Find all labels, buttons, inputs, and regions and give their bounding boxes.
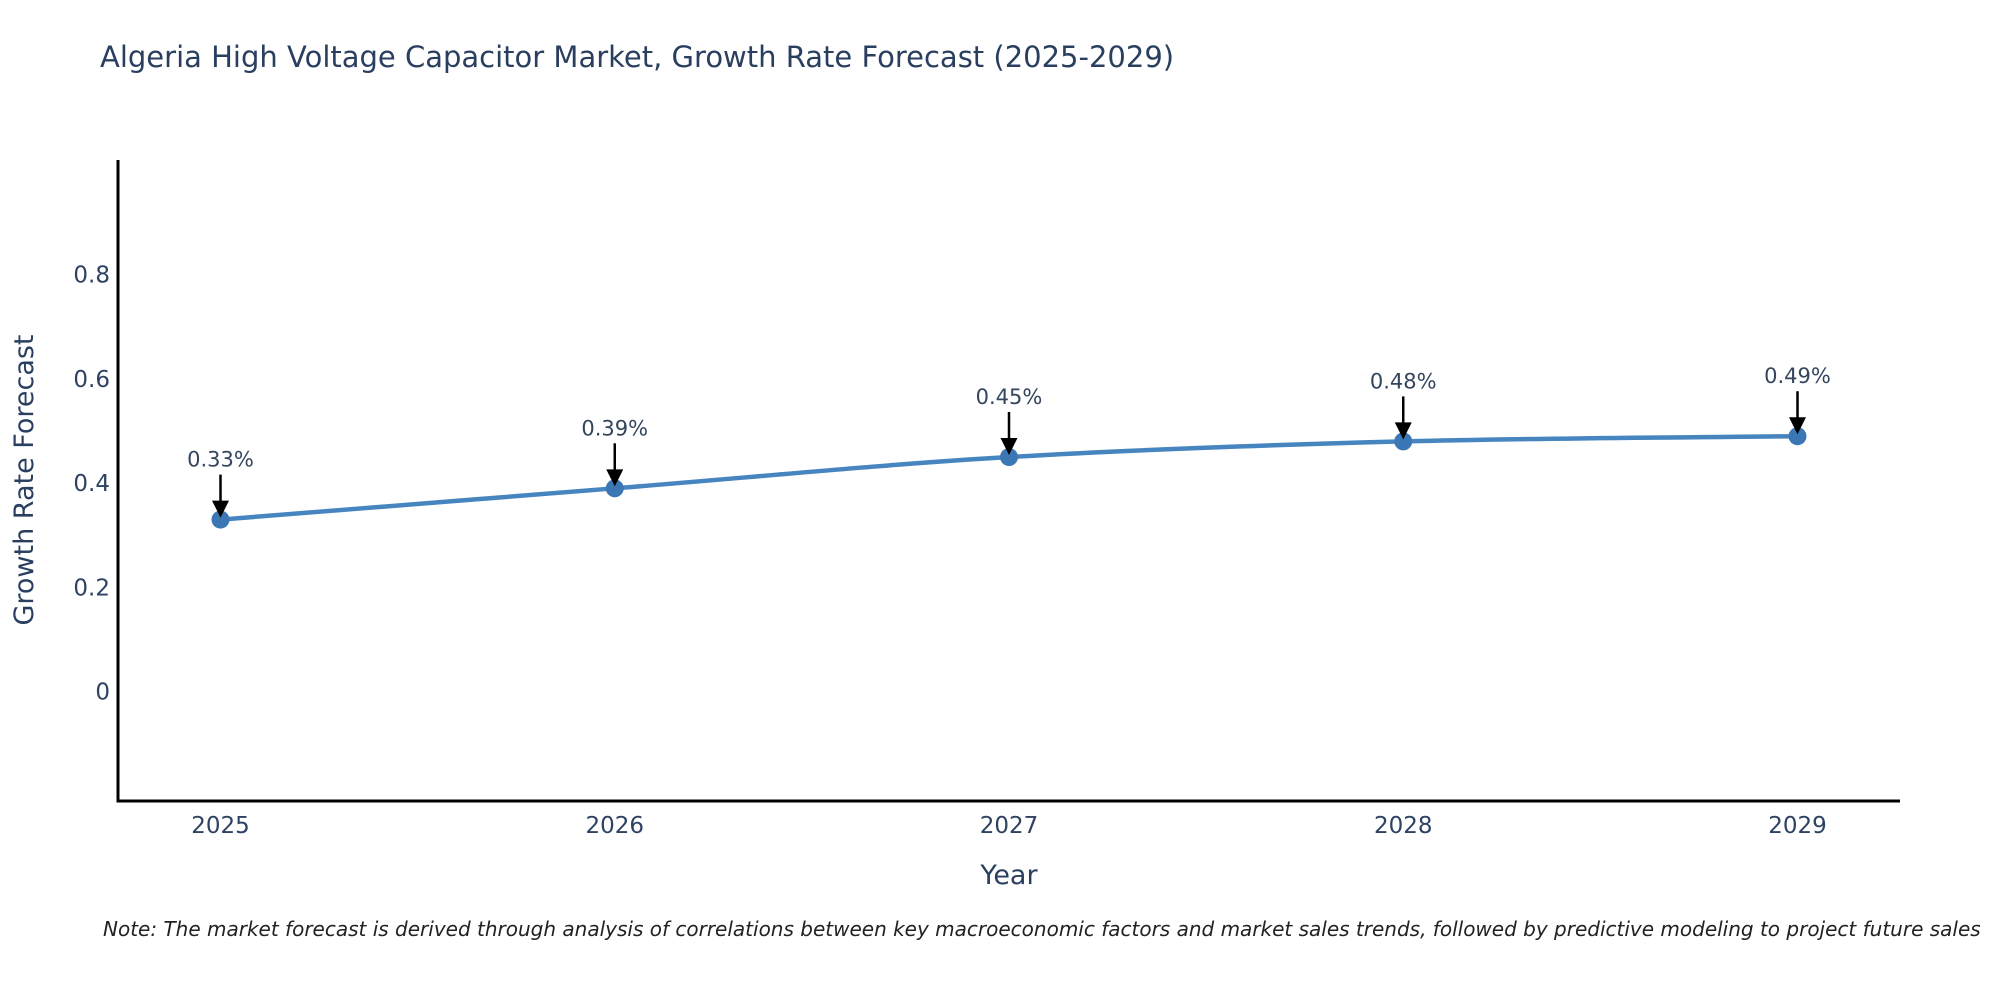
x-tick-label: 2025	[191, 813, 250, 839]
x-tick-label: 2027	[980, 813, 1039, 839]
chart-title: Algeria High Voltage Capacitor Market, G…	[100, 40, 1175, 74]
data-point-marker[interactable]	[1788, 427, 1807, 446]
data-point-label: 0.39%	[581, 416, 648, 440]
annotation-arrowhead-icon	[212, 500, 230, 518]
y-tick-label: 0	[95, 680, 110, 706]
annotation-arrowhead-icon	[1394, 422, 1412, 440]
x-tick-label: 2028	[1374, 813, 1433, 839]
data-point-label: 0.49%	[1764, 364, 1831, 388]
data-point-label: 0.48%	[1370, 369, 1437, 393]
data-point-label: 0.45%	[976, 385, 1043, 409]
annotation-arrowhead-icon	[1000, 438, 1018, 456]
x-axis-title: Year	[980, 860, 1038, 891]
data-point-marker[interactable]	[1000, 448, 1018, 467]
y-tick-label: 0.6	[73, 367, 110, 393]
y-tick-label: 0.2	[73, 575, 110, 601]
annotation-arrowhead-icon	[1788, 417, 1806, 435]
data-point-marker[interactable]	[605, 479, 624, 498]
data-point-marker[interactable]	[211, 510, 230, 529]
x-tick-label: 2026	[585, 813, 644, 839]
x-tick-label: 2029	[1768, 813, 1827, 839]
y-tick-label: 0.8	[73, 263, 110, 289]
data-point-marker[interactable]	[1394, 432, 1413, 451]
data-point-label: 0.33%	[187, 448, 254, 472]
axis-lines	[116, 160, 1900, 803]
y-axis-title: Growth Rate Forecast	[9, 334, 40, 626]
annotation-arrowhead-icon	[606, 469, 624, 487]
footnote: Note: The market forecast is derived thr…	[103, 917, 1981, 941]
y-tick-label: 0.4	[73, 471, 110, 497]
